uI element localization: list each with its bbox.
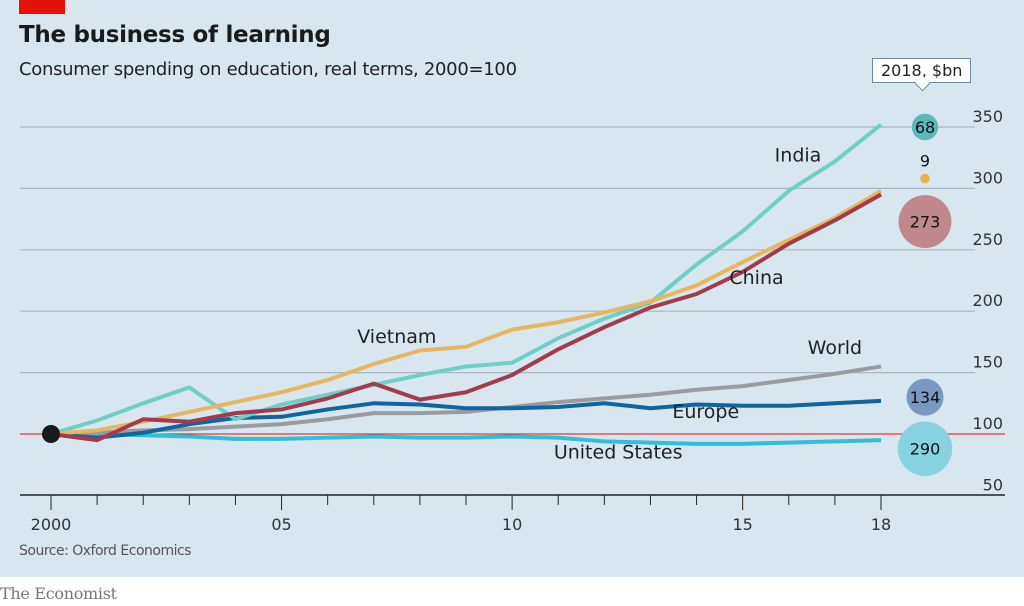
- series-line-vietnam: [50, 189, 883, 436]
- bubble-value: 290: [910, 440, 941, 459]
- series-label-vietnam: Vietnam: [357, 326, 436, 348]
- series-line-united-states: [51, 432, 882, 446]
- x-tick-label: 10: [502, 515, 522, 534]
- bubble-united-states: [897, 421, 953, 476]
- series-label-world: World: [808, 337, 862, 359]
- series-label-china: China: [729, 267, 783, 289]
- chart-subtitle: Consumer spending on education, real ter…: [19, 59, 517, 80]
- series-label-europe: Europe: [672, 401, 739, 423]
- series-line-europe: [50, 398, 882, 440]
- source-note: Source: Oxford Economics: [19, 543, 191, 559]
- series-label-india: India: [775, 144, 822, 166]
- series-line-india: [50, 122, 883, 436]
- x-tick-label: 05: [271, 515, 291, 534]
- x-tick-label: 2000: [31, 515, 72, 534]
- series-line-world: [50, 364, 882, 436]
- y-tick-label: 300: [972, 168, 1003, 187]
- y-tick-label: 50: [983, 475, 1003, 494]
- x-tick-label: 18: [871, 515, 891, 534]
- y-tick-label: 100: [972, 414, 1003, 433]
- bubble-value: 9: [920, 152, 930, 171]
- y-tick-label: 350: [972, 107, 1003, 126]
- bubble-china: [898, 195, 952, 248]
- bubble-europe: [906, 378, 944, 416]
- bubble-india: [911, 113, 939, 141]
- bubble-value: 68: [915, 118, 935, 137]
- y-tick-label: 200: [972, 291, 1003, 310]
- y-tick-label: 250: [972, 230, 1003, 249]
- bubble-vietnam: [920, 173, 930, 184]
- bubble-value: 273: [910, 213, 941, 232]
- chart-panel: [0, 0, 1024, 577]
- bubble-legend-label: 2018, $bn: [872, 58, 972, 83]
- series-label-united-states: United States: [554, 442, 683, 464]
- publisher-logo: The Economist: [0, 584, 117, 603]
- bubble-value: 134: [910, 388, 941, 407]
- y-tick-label: 150: [972, 353, 1003, 372]
- x-tick-label: 15: [732, 515, 752, 534]
- series-line-china: [50, 192, 882, 443]
- start-point-marker: [42, 425, 60, 443]
- brand-red-bar: [19, 0, 65, 14]
- chart-title: The business of learning: [19, 22, 331, 48]
